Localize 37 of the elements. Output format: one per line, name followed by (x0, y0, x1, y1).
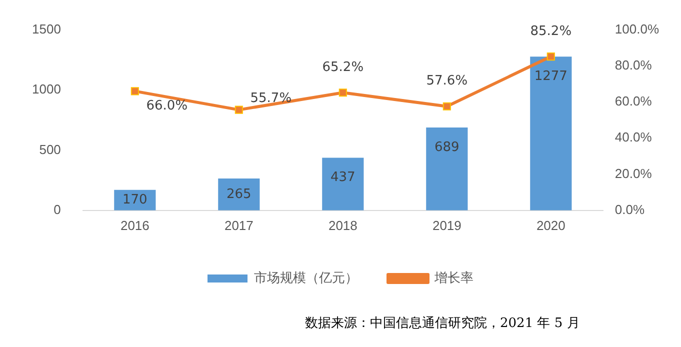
y-tick-label: 0 (54, 202, 61, 217)
data-label: 689 (434, 140, 460, 155)
bar (218, 178, 260, 210)
y2-tick-label: 60.0% (614, 94, 652, 109)
data-label: 265 (226, 186, 252, 202)
x-tick-label: 2017 (224, 218, 254, 233)
x-tick-label: 2020 (536, 218, 566, 233)
point (546, 52, 555, 61)
data-label: 170 (122, 192, 148, 208)
x-tick-label: 2016 (120, 218, 150, 233)
source-note: 数据来源：中国信息通信研究院，2021 年 5 月 (305, 315, 580, 332)
data-label: 66.0% (146, 98, 188, 114)
data-label: 1277 (534, 69, 568, 84)
y2-tick-label: 0.0% (614, 202, 645, 217)
point (130, 87, 139, 96)
data-label: 437 (330, 170, 356, 186)
bar (426, 127, 468, 210)
legend-label: 增长率 (434, 270, 474, 286)
legend-label: 市场规模（亿元） (254, 270, 358, 286)
y-tick-label: 1000 (32, 82, 61, 97)
x-tick-label: 2018 (328, 218, 358, 233)
point (442, 102, 451, 110)
x-tick-label: 2019 (432, 218, 462, 233)
point (234, 106, 243, 114)
y2-tick-label: 100.0% (614, 21, 660, 36)
data-label: 55.7% (250, 91, 292, 106)
data-label: 57.6% (426, 74, 468, 89)
data-label: 65.2% (322, 60, 364, 76)
data-label: 85.2% (530, 24, 572, 39)
y2-tick-label: 80.0% (614, 58, 652, 72)
point (338, 88, 347, 97)
y-tick-label: 1500 (32, 21, 61, 36)
y2-tick-label: 40.0% (614, 130, 652, 145)
bar (322, 158, 364, 210)
y2-tick-label: 20.0% (614, 166, 652, 181)
bar (530, 56, 572, 210)
y-tick-label: 500 (39, 142, 61, 157)
